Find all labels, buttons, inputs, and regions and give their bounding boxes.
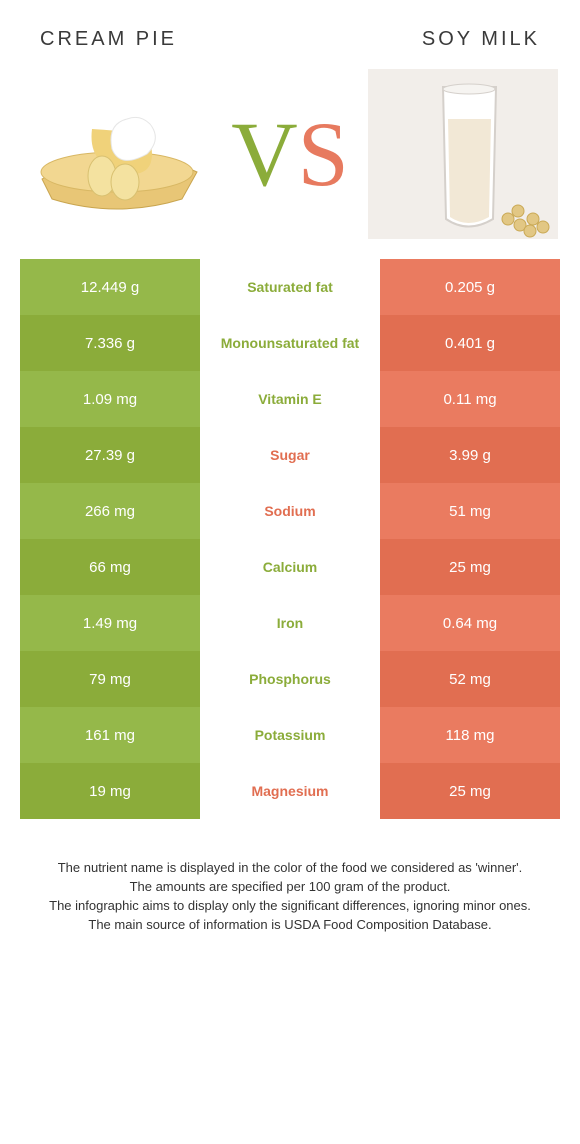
table-row: 1.49 mgIron0.64 mg <box>20 595 560 651</box>
footnote-line: The infographic aims to display only the… <box>45 897 535 916</box>
table-row: 27.39 gSugar3.99 g <box>20 427 560 483</box>
nutrient-name: Magnesium <box>200 763 380 819</box>
table-row: 79 mgPhosphorus52 mg <box>20 651 560 707</box>
cream-pie-image <box>22 69 212 239</box>
table-row: 1.09 mgVitamin E0.11 mg <box>20 371 560 427</box>
nutrient-name: Calcium <box>200 539 380 595</box>
left-value: 266 mg <box>20 483 200 539</box>
table-row: 66 mgCalcium25 mg <box>20 539 560 595</box>
footnote-line: The nutrient name is displayed in the co… <box>45 859 535 878</box>
nutrient-name: Phosphorus <box>200 651 380 707</box>
nutrient-name: Sugar <box>200 427 380 483</box>
left-value: 161 mg <box>20 707 200 763</box>
right-value: 0.205 g <box>380 259 560 315</box>
comparison-table: 12.449 gSaturated fat0.205 g7.336 gMonou… <box>20 259 560 819</box>
vs-v: V <box>231 103 297 205</box>
table-row: 7.336 gMonounsaturated fat0.401 g <box>20 315 560 371</box>
cream-pie-icon <box>32 84 202 224</box>
right-value: 25 mg <box>380 763 560 819</box>
right-value: 52 mg <box>380 651 560 707</box>
nutrient-name: Iron <box>200 595 380 651</box>
nutrient-name: Vitamin E <box>200 371 380 427</box>
vs-s: S <box>298 103 349 205</box>
soy-milk-icon <box>368 69 558 239</box>
footnotes: The nutrient name is displayed in the co… <box>45 859 535 934</box>
food-title-left: cream pie <box>40 28 177 51</box>
nutrient-name: Potassium <box>200 707 380 763</box>
table-row: 19 mgMagnesium25 mg <box>20 763 560 819</box>
nutrient-name: Sodium <box>200 483 380 539</box>
right-value: 0.401 g <box>380 315 560 371</box>
left-value: 27.39 g <box>20 427 200 483</box>
soy-milk-image <box>368 69 558 239</box>
right-value: 0.64 mg <box>380 595 560 651</box>
table-row: 266 mgSodium51 mg <box>20 483 560 539</box>
right-value: 51 mg <box>380 483 560 539</box>
left-value: 7.336 g <box>20 315 200 371</box>
food-title-right: soy milk <box>422 28 540 51</box>
right-value: 0.11 mg <box>380 371 560 427</box>
nutrient-name: Monounsaturated fat <box>200 315 380 371</box>
left-value: 66 mg <box>20 539 200 595</box>
vs-label: VS <box>231 108 349 200</box>
table-row: 12.449 gSaturated fat0.205 g <box>20 259 560 315</box>
nutrient-name: Saturated fat <box>200 259 380 315</box>
right-value: 118 mg <box>380 707 560 763</box>
footnote-line: The amounts are specified per 100 gram o… <box>45 878 535 897</box>
right-value: 3.99 g <box>380 427 560 483</box>
right-value: 25 mg <box>380 539 560 595</box>
left-value: 1.49 mg <box>20 595 200 651</box>
left-value: 19 mg <box>20 763 200 819</box>
left-value: 79 mg <box>20 651 200 707</box>
header-row: cream pie soy milk <box>0 0 580 51</box>
table-row: 161 mgPotassium118 mg <box>20 707 560 763</box>
left-value: 1.09 mg <box>20 371 200 427</box>
images-row: VS <box>0 51 580 259</box>
footnote-line: The main source of information is USDA F… <box>45 916 535 935</box>
left-value: 12.449 g <box>20 259 200 315</box>
